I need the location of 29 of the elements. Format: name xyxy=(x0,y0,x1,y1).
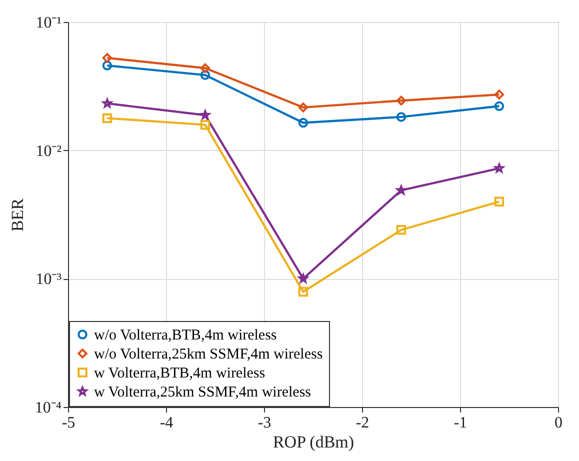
point xyxy=(396,96,406,106)
point xyxy=(102,53,112,63)
y-tick-label: 10⁻² xyxy=(36,142,62,160)
x-tick-label: -2 xyxy=(356,414,370,432)
y-axis-title: BER xyxy=(8,198,27,232)
point xyxy=(494,196,504,207)
x-axis-title: ROP (dBm) xyxy=(272,432,354,452)
point xyxy=(102,113,112,124)
y-tick-label: 10⁻⁴ xyxy=(34,400,62,416)
point xyxy=(298,118,308,128)
x-tick-label: -5 xyxy=(62,414,76,432)
point xyxy=(298,286,308,297)
x-tick-label: -3 xyxy=(258,414,272,432)
y-tick-label: 10⁻¹ xyxy=(36,14,62,32)
point xyxy=(396,225,406,235)
y-tick-label: 10⁻³ xyxy=(36,271,62,288)
x-tick-label: -1 xyxy=(454,414,468,432)
x-tick-label: -4 xyxy=(160,414,174,432)
point xyxy=(200,70,210,80)
legend-label: w Volterra,BTB,4m wireless xyxy=(94,366,266,382)
point xyxy=(298,102,308,112)
legend-label: w/o Volterra,BTB,4m wireless xyxy=(94,328,277,344)
point xyxy=(494,90,504,100)
point xyxy=(200,63,210,74)
x-tick-label: 0 xyxy=(554,414,562,432)
point xyxy=(200,120,210,130)
point xyxy=(396,112,406,122)
legend-label: w Volterra,25km SSMF,4m wireless xyxy=(94,384,312,400)
legend-label: w/o Volterra,25km SSMF,4m wireless xyxy=(94,346,323,362)
